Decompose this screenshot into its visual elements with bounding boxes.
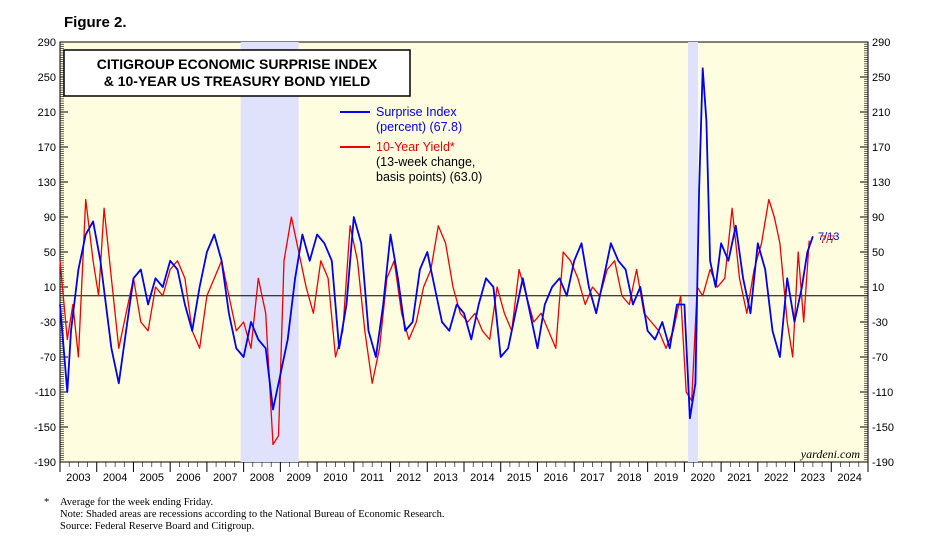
x-tick-label: 2015	[507, 472, 531, 484]
footnote-star: *	[44, 497, 50, 508]
y-tick-label: 130	[872, 177, 890, 189]
x-tick-label: 2021	[727, 472, 751, 484]
y-tick-label: 130	[38, 177, 56, 189]
series-layer	[59, 67, 814, 446]
recession-band	[240, 42, 299, 462]
y-tick-label: 250	[38, 72, 56, 84]
y-tick-label: 50	[872, 247, 884, 259]
y-tick-label: -110	[35, 387, 56, 399]
x-tick-label: 2014	[470, 472, 494, 484]
y-tick-label: 10	[872, 282, 884, 294]
y-tick-label: -110	[872, 387, 893, 399]
y-tick-label: 10	[44, 282, 56, 294]
x-tick-label: 2019	[654, 472, 678, 484]
y-tick-label: 290	[872, 37, 890, 49]
y-tick-label: 50	[44, 247, 56, 259]
x-axis: 2003 2004 2005 2006 2007 2008 2009 2010 2011 2012…	[66, 472, 862, 484]
x-tick-label: 2007	[213, 472, 237, 484]
x-tick-label: 2004	[103, 472, 127, 484]
footnote-line: Source: Federal Reserve Board and Citigr…	[60, 521, 255, 532]
x-tick-label: 2005	[140, 472, 164, 484]
x-tick-label: 2009	[286, 472, 310, 484]
x-tick-label: 2008	[250, 472, 274, 484]
y-tick-label: -190	[34, 457, 56, 469]
footnote-line: Average for the week ending Friday.	[60, 497, 214, 508]
recession-band	[688, 42, 698, 462]
x-tick-label: 2023	[801, 472, 825, 484]
x-tick-label: 2006	[176, 472, 200, 484]
series-line-surprise	[59, 67, 814, 420]
y-tick-label: 210	[38, 107, 56, 119]
figure-label: Figure 2.	[64, 14, 127, 31]
legend-yield-line-1: 10-Year Yield*	[376, 140, 455, 154]
y-tick-label: 250	[872, 72, 890, 84]
y-axis-right: 290 250 210 170 130 90 50 10 -30 -70 -110 -150 -190	[872, 37, 894, 469]
y-tick-label: 170	[38, 142, 56, 154]
plot-background	[59, 41, 869, 463]
legend-yield-line-2: (13-week change,	[376, 155, 475, 169]
legend-yield-line-3: basis points) (63.0)	[376, 170, 482, 184]
date-label-surprise: 7/13	[818, 231, 839, 243]
x-tick-label: 2017	[580, 472, 604, 484]
x-tick-label: 2018	[617, 472, 641, 484]
y-tick-label: 170	[872, 142, 890, 154]
y-tick-label: 90	[872, 212, 884, 224]
x-tick-label: 2010	[323, 472, 347, 484]
y-tick-label: 290	[38, 37, 56, 49]
x-tick-label: 2016	[544, 472, 568, 484]
y-tick-label: 210	[872, 107, 890, 119]
y-tick-label: 90	[44, 212, 56, 224]
y-tick-label: -150	[872, 422, 894, 434]
y-tick-label: -150	[34, 422, 56, 434]
y-axis-left: 290 250 210 170 130 90 50 10 -30 -70 -110 -150 -190	[34, 37, 56, 469]
y-tick-label: -70	[40, 352, 56, 364]
title-line-1: CITIGROUP ECONOMIC SURPRISE INDEX	[97, 56, 378, 72]
x-tick-label: 2024	[837, 472, 861, 484]
title-line-2: & 10-YEAR US TREASURY BOND YIELD	[104, 73, 371, 89]
legend-surprise-line-2: (percent) (67.8)	[376, 120, 462, 134]
x-tick-label: 2013	[433, 472, 457, 484]
y-tick-label: -30	[40, 317, 56, 329]
x-tick-label: 2012	[397, 472, 421, 484]
y-tick-label: -70	[872, 352, 888, 364]
watermark: yardeni.com	[800, 447, 861, 461]
legend: Surprise Index (percent) (67.8) 10-Year …	[340, 105, 482, 184]
x-tick-label: 2022	[764, 472, 788, 484]
x-tick-label: 2011	[360, 472, 384, 484]
footnote-line: Note: Shaded areas are recessions accord…	[60, 509, 445, 520]
date-label-yield: 7/7	[820, 234, 835, 246]
series-line-yield	[59, 198, 810, 446]
title-box: CITIGROUP ECONOMIC SURPRISE INDEX & 10-Y…	[63, 49, 411, 97]
y-tick-label: -30	[872, 317, 888, 329]
y-tick-label: -190	[872, 457, 894, 469]
x-tick-label: 2003	[66, 472, 90, 484]
x-tick-label: 2020	[690, 472, 714, 484]
legend-surprise-line-1: Surprise Index	[376, 105, 457, 119]
